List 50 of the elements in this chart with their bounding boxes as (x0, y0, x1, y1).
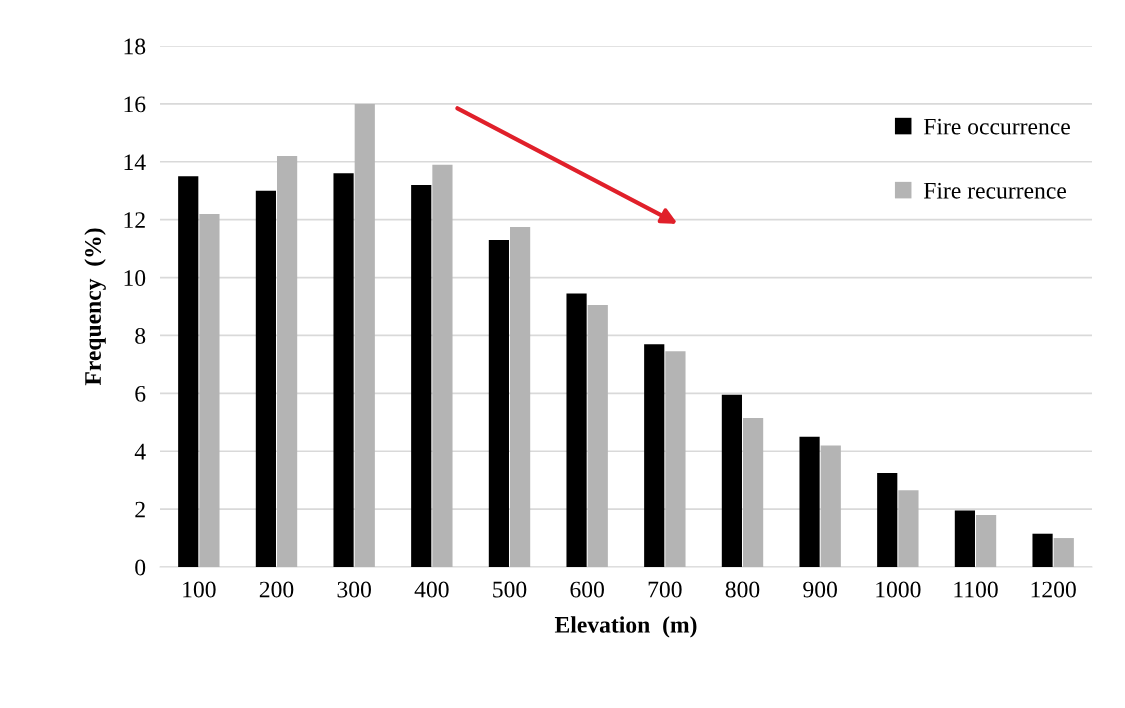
bar (587, 305, 608, 567)
y-tick-label: 6 (135, 385, 146, 402)
bar (488, 239, 509, 567)
y-tick-label: 18 (124, 38, 146, 55)
y-tick-label: 0 (135, 559, 146, 576)
x-tick-label: 200 (259, 581, 294, 598)
bar (644, 344, 665, 567)
bar (1032, 533, 1053, 567)
bar (721, 394, 742, 567)
x-tick-label: 600 (570, 581, 604, 598)
x-tick-label: 500 (493, 581, 527, 598)
bar (178, 176, 199, 567)
legend-label: Fire occurrence (923, 118, 1070, 135)
x-tick-label: 100 (183, 581, 216, 598)
x-tick-label: 800 (725, 581, 760, 598)
bar (333, 173, 354, 567)
y-tick-label: 4 (134, 443, 146, 460)
bar (255, 190, 276, 567)
bar (665, 351, 686, 567)
y-tick-label: 12 (124, 212, 145, 228)
bar (199, 213, 220, 567)
bar (411, 184, 432, 567)
bar (432, 164, 453, 567)
bar (820, 445, 841, 567)
y-tick-label: 14 (124, 154, 146, 170)
bar (566, 293, 587, 567)
bar (877, 472, 898, 567)
x-tick-label: 1200 (1031, 581, 1076, 598)
legend-label: Fire recurrence (923, 182, 1066, 199)
x-tick-label: 700 (648, 581, 682, 598)
bar (799, 436, 820, 567)
x-tick-label: 400 (414, 581, 449, 598)
y-tick-label: 16 (124, 96, 146, 113)
bar (1053, 538, 1074, 567)
y-axis-title: Frequency (%) (84, 228, 106, 386)
bar (510, 226, 531, 567)
bar (354, 103, 375, 567)
bar (898, 490, 919, 567)
y-tick-label: 10 (124, 270, 146, 286)
y-tick-label: 8 (135, 327, 146, 344)
x-tick-label: 300 (337, 581, 371, 598)
bar (976, 514, 997, 567)
y-tick-label: 2 (135, 501, 145, 518)
bar (954, 510, 975, 567)
x-tick-label: 1100 (954, 581, 998, 598)
x-tick-label: 1000 (876, 581, 921, 598)
bar (277, 155, 298, 567)
bar (743, 417, 764, 567)
x-axis-title: Elevation (m) (554, 616, 697, 638)
x-tick-label: 900 (803, 581, 837, 598)
